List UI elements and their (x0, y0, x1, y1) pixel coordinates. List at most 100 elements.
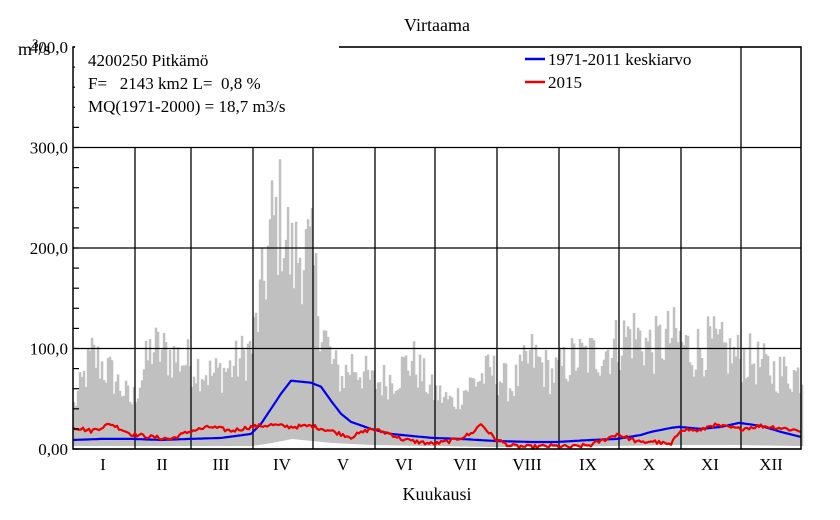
range-bar (548, 394, 552, 447)
range-bar (124, 380, 128, 446)
y-axis-unit-rest: /s (39, 39, 51, 59)
range-bar (348, 375, 352, 444)
range-bar (642, 365, 646, 446)
range-bar (352, 371, 356, 445)
range-bar (560, 366, 564, 447)
range-bar (654, 315, 658, 446)
range-bar (306, 219, 310, 441)
range-bar (652, 373, 656, 446)
range-bar (522, 344, 526, 447)
range-bar (336, 364, 340, 444)
range-bar (278, 159, 282, 442)
range-bar (434, 385, 438, 447)
range-bar (664, 328, 668, 446)
range-bar (292, 288, 296, 440)
range-bar (174, 362, 178, 446)
range-bar (136, 398, 140, 446)
range-bar (216, 367, 220, 446)
range-bar (372, 370, 376, 446)
range-bar (138, 387, 142, 446)
range-bar (240, 335, 244, 446)
range-bar (658, 324, 662, 446)
month-label: VI (395, 455, 413, 474)
legend-label-mean: 1971-2011 keskiarvo (548, 50, 691, 69)
y-tick-label: 0,00 (38, 440, 68, 459)
range-bar (780, 376, 784, 446)
range-bar (114, 381, 118, 446)
range-bar (214, 358, 218, 446)
range-bar (356, 379, 360, 445)
range-bar (152, 352, 156, 446)
range-bar (94, 367, 98, 446)
month-label: VII (453, 455, 477, 474)
range-bar (616, 362, 620, 446)
range-bar (634, 339, 638, 446)
range-bar (110, 360, 114, 446)
range-bar (120, 396, 124, 446)
range-bar (508, 388, 512, 447)
range-bar (676, 342, 680, 445)
range-bar (698, 348, 702, 445)
range-bar (454, 409, 458, 447)
range-bar (310, 208, 314, 441)
range-bar (480, 373, 484, 447)
range-bar (162, 332, 166, 446)
range-bar (446, 399, 450, 447)
range-bar (428, 384, 432, 446)
range-bar (106, 358, 110, 446)
range-bar (618, 370, 622, 446)
range-bar (238, 358, 242, 446)
range-bar (714, 328, 718, 445)
range-bar (610, 357, 614, 446)
range-bar (706, 316, 710, 445)
range-bar (268, 219, 272, 444)
range-bar (126, 385, 130, 446)
range-bar (72, 402, 76, 446)
range-bar (156, 331, 160, 446)
range-bar (516, 385, 520, 447)
range-bar (168, 349, 172, 446)
range-bar (270, 180, 274, 443)
range-bar (520, 361, 524, 447)
range-bar (284, 239, 288, 441)
range-bar (206, 385, 210, 446)
range-bar (394, 390, 398, 446)
range-bar (660, 358, 664, 446)
range-bar (736, 334, 740, 446)
range-bar (74, 406, 78, 446)
range-bar (784, 366, 788, 446)
range-bar (426, 393, 430, 446)
y-tick-label: 400,0 (30, 38, 68, 57)
range-bar (338, 391, 342, 444)
range-bar (514, 364, 518, 447)
range-bar (172, 346, 176, 446)
range-bar (588, 338, 592, 447)
range-bar (202, 380, 206, 446)
range-bar (726, 373, 730, 445)
range-bar (650, 352, 654, 446)
range-bar (754, 384, 758, 446)
y-tick-label: 300,0 (30, 139, 68, 158)
range-bar (328, 346, 332, 443)
range-bar (300, 304, 304, 440)
range-bar (444, 392, 448, 447)
range-bar (308, 226, 312, 441)
range-bar (620, 355, 624, 446)
range-bar (502, 363, 506, 447)
range-bar (692, 376, 696, 445)
range-bar (794, 371, 798, 446)
range-bar (246, 343, 250, 446)
range-bar (790, 391, 794, 446)
range-bar (82, 370, 86, 446)
range-bar (326, 336, 330, 443)
range-bar (344, 364, 348, 444)
range-bar (670, 337, 674, 445)
range-bar (218, 362, 222, 446)
range-bar (558, 347, 562, 447)
range-bar (722, 342, 726, 445)
range-bar (158, 361, 162, 446)
range-bar (436, 400, 440, 447)
range-bar (244, 380, 248, 446)
range-bar (98, 378, 102, 446)
range-bar (734, 356, 738, 446)
